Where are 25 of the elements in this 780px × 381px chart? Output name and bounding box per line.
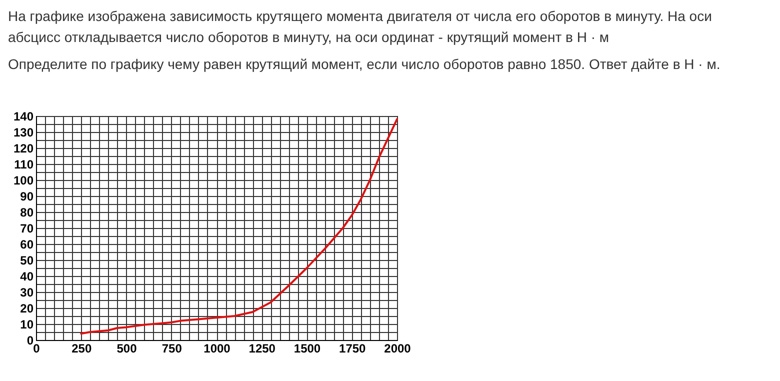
y-tick-label: 80 (20, 206, 34, 220)
y-tick-label: 50 (20, 254, 34, 268)
x-tick-label: 1500 (294, 342, 321, 356)
y-tick-label: 40 (20, 270, 34, 284)
y-tick-label: 20 (20, 302, 34, 316)
y-tick-label: 60 (20, 238, 34, 252)
x-tick-label: 1000 (204, 342, 231, 356)
x-tick-label: 750 (162, 342, 182, 356)
chart-title: На графике изображена зависимость крутящего момента двигателя от числа его оборотов в минуту. На оси абсцисс откладывается число оборотов в минуту, на оси ординат - крутящий момент в Н · м (8, 7, 713, 47)
y-tick-label: 140 (13, 110, 34, 124)
y-tick-label: 110 (14, 158, 34, 172)
y-tick-label: 10 (20, 318, 34, 332)
x-tick-label: 500 (116, 342, 138, 356)
y-tick-label: 90 (20, 190, 34, 204)
y-tick-label: 120 (13, 142, 34, 156)
x-tick-label: 1250 (248, 342, 276, 356)
x-tick-label: 1750 (339, 342, 366, 356)
y-tick-label: 130 (13, 126, 34, 140)
x-tick-label: 2000 (384, 342, 412, 356)
chart-subtitle: Определите по графику чему равен крутящий момент, если число оборотов равно 1850. Ответ дайте в Н · м. (8, 55, 722, 74)
x-tick-label: 250 (72, 342, 92, 356)
y-tick-label: 100 (13, 174, 34, 188)
line-series (80, 118, 398, 335)
y-tick-label: 70 (20, 222, 34, 236)
y-tick-label: 30 (20, 286, 34, 300)
